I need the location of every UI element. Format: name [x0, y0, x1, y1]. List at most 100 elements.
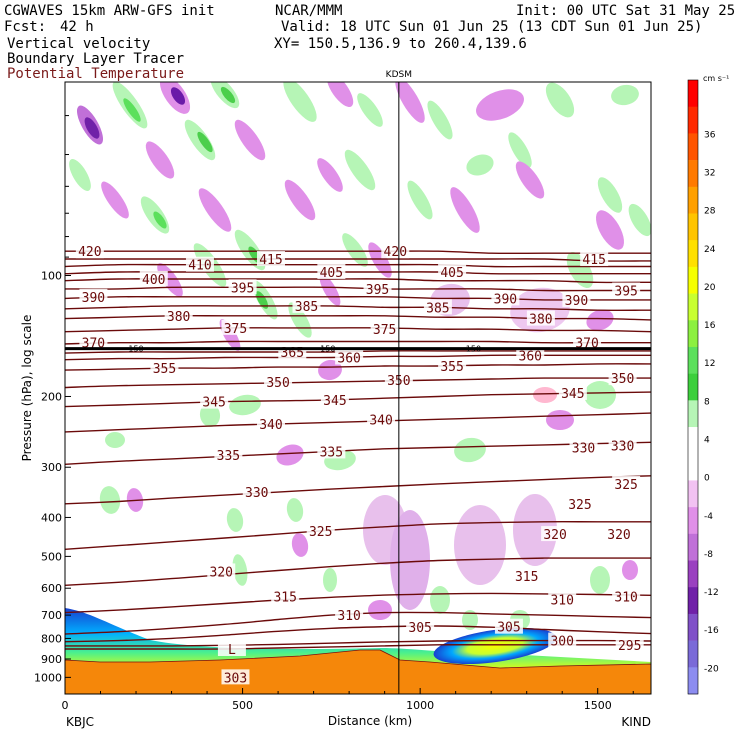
colorbar-swatch — [688, 507, 698, 535]
colorbar-label: -8 — [704, 550, 713, 560]
theta-label: 380 — [529, 313, 552, 328]
colorbar-swatch — [688, 266, 698, 294]
colorbar-swatch — [688, 213, 698, 241]
header-init: Init: 00 UTC Sat 31 May 25 — [516, 3, 736, 19]
theta-label-bg — [526, 310, 555, 326]
theta-label: 330 — [611, 440, 634, 455]
vv-shade — [276, 444, 304, 466]
theta-label: 330 — [245, 486, 268, 501]
vv-shade — [476, 89, 524, 121]
y-tick-label: 500 — [41, 550, 62, 563]
y-tick-label: 700 — [41, 609, 62, 622]
theta-line-330 — [65, 475, 651, 505]
vv-shade — [395, 82, 425, 123]
theta-label-bg — [580, 251, 609, 267]
colorbar-label: -12 — [704, 588, 719, 598]
y-tick-label: 800 — [41, 632, 62, 645]
theta-label: 385 — [426, 301, 449, 316]
colorbar-swatch — [688, 346, 698, 374]
vv-shade — [99, 486, 121, 514]
theta-label: 375 — [373, 323, 396, 338]
theta-label: 305 — [497, 621, 520, 636]
theta-label-bg — [406, 619, 435, 635]
vv-shade — [628, 203, 651, 237]
theta-line-385 — [65, 305, 651, 311]
theta-label: 390 — [565, 294, 588, 309]
vv-shade — [566, 251, 594, 289]
vv-shade — [597, 177, 623, 213]
theta-label: 405 — [320, 266, 343, 281]
header-field-theta: Potential Temperature — [7, 66, 185, 82]
theta-line-410 — [65, 263, 651, 268]
vv-shade — [232, 554, 248, 586]
theta-label-bg — [221, 669, 250, 685]
theta-label-bg — [608, 370, 637, 386]
theta-label: 405 — [440, 266, 463, 281]
colorbar-label: 4 — [704, 435, 710, 445]
theta-label: 390 — [82, 291, 105, 306]
vv-shade — [508, 132, 532, 168]
theta-label-bg — [438, 263, 467, 279]
theta-label-bg — [335, 349, 364, 365]
vv-shade — [229, 394, 261, 416]
theta-line-420 — [65, 250, 651, 255]
theta-label: 303 — [224, 671, 247, 686]
theta-label-bg — [370, 321, 399, 337]
vv-shade — [357, 93, 383, 127]
theta-label: 415 — [582, 253, 605, 268]
theta-label-bg — [541, 526, 570, 542]
theta-label: 335 — [217, 449, 240, 464]
vv-shade — [513, 494, 557, 566]
vv-shade — [198, 188, 232, 232]
theta-label-bg — [185, 256, 214, 272]
theta-label-bg — [565, 495, 594, 511]
theta-label: 355 — [153, 362, 176, 377]
terrain — [65, 608, 651, 694]
theta-label-bg — [612, 282, 641, 298]
y-tick-label: 300 — [41, 461, 62, 474]
colorbar: 36 32 28 24 20 16 12 8 4 0 -4 -8 -12 -16 -20 — [687, 79, 719, 695]
theta-label-bg — [150, 360, 179, 376]
theta-label: 420 — [384, 245, 407, 260]
theta-label-bg — [615, 636, 644, 652]
theta-line-325 — [65, 521, 651, 550]
theta-label: 345 — [323, 394, 346, 409]
colorbar-frame — [687, 79, 699, 695]
x-tick-label: 1000 — [406, 699, 434, 712]
theta-label-bg — [512, 568, 541, 584]
theta-line-415 — [65, 258, 651, 262]
colorbar-label: 36 — [704, 130, 716, 140]
vv-shade — [153, 211, 167, 229]
theta-label: 325 — [614, 478, 637, 493]
theta-label: 315 — [515, 570, 538, 585]
theta-label: 310 — [337, 609, 360, 624]
colorbar-label: 32 — [704, 169, 715, 179]
header-field-tracer: Boundary Layer Tracer — [7, 51, 185, 67]
y-tick-label: 600 — [41, 582, 62, 595]
theta-label-bg — [214, 447, 243, 463]
theta-label: 320 — [607, 528, 630, 543]
theta-label-bg — [381, 243, 410, 259]
header-xy: XY= 150.5,136.9 to 260.4,139.6 — [274, 36, 527, 52]
theta-label: 395 — [366, 283, 389, 298]
theta-label: 345 — [202, 396, 225, 411]
y-axis-label: Pressure (hPa), log scale — [20, 315, 34, 462]
vv-shade — [170, 87, 186, 105]
colorbar-label: -16 — [704, 626, 719, 636]
header-fcst-value: 42 h — [60, 19, 94, 35]
vv-shade — [427, 100, 453, 140]
theta-label-bg — [612, 475, 641, 491]
theta-line-335 — [65, 441, 651, 465]
y-tick-label: 100 — [41, 269, 62, 282]
colorbar-swatch — [688, 480, 698, 508]
colorbar-swatch — [688, 560, 698, 588]
theta-label-bg — [562, 291, 591, 307]
vv-shade — [611, 84, 639, 106]
vv-shade — [199, 403, 221, 427]
theta-label-bg — [228, 279, 257, 295]
colorbar-swatch — [688, 400, 698, 428]
y-tick-label: 400 — [41, 511, 62, 524]
theta-label: 330 — [572, 442, 595, 457]
theta-line-375 — [65, 327, 651, 333]
